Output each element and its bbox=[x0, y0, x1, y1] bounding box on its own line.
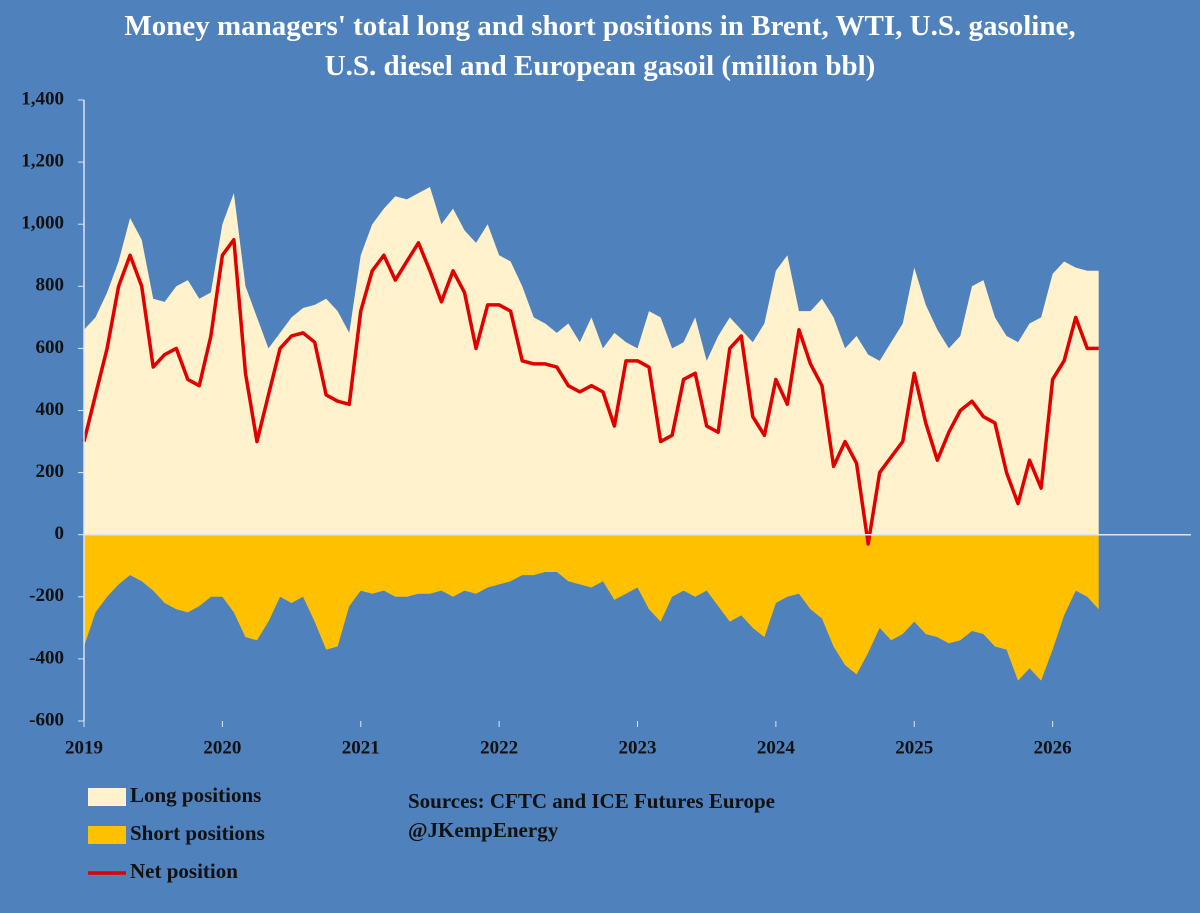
y-tick-label: 800 bbox=[36, 275, 65, 296]
source-note: @JKempEnergy bbox=[408, 818, 559, 842]
area bbox=[84, 186, 1099, 535]
y-tick-label: 400 bbox=[36, 399, 65, 420]
y-tick-label: 1,200 bbox=[21, 150, 64, 171]
y-tick-label: 0 bbox=[55, 523, 65, 544]
source-note: Sources: CFTC and ICE Futures Europe bbox=[408, 789, 775, 813]
x-tick-label: 2023 bbox=[619, 737, 657, 758]
legend-swatch bbox=[88, 788, 126, 806]
y-tick-label: -200 bbox=[29, 585, 64, 606]
x-tick-label: 2024 bbox=[757, 737, 796, 758]
legend-label: Short positions bbox=[130, 821, 265, 845]
x-tick-label: 2025 bbox=[895, 737, 933, 758]
x-tick-label: 2022 bbox=[480, 737, 518, 758]
legend-label: Long positions bbox=[130, 783, 261, 807]
x-tick-label: 2019 bbox=[65, 737, 103, 758]
x-tick-label: 2020 bbox=[203, 737, 241, 758]
area bbox=[84, 534, 1099, 681]
legend-swatch bbox=[88, 826, 126, 844]
y-tick-label: 600 bbox=[36, 337, 65, 358]
chart-title: Money managers' total long and short pos… bbox=[124, 10, 1076, 82]
y-tick-label: 1,000 bbox=[21, 213, 64, 234]
y-tick-label: -600 bbox=[29, 709, 64, 730]
net-line bbox=[82, 237, 1099, 546]
y-tick-label: 200 bbox=[36, 461, 65, 482]
legend-label: Net position bbox=[130, 859, 238, 883]
y-tick-label: -400 bbox=[29, 647, 64, 668]
y-tick-label: 1,400 bbox=[21, 88, 64, 109]
x-tick-label: 2021 bbox=[342, 737, 380, 758]
x-tick-label: 2026 bbox=[1034, 737, 1072, 758]
